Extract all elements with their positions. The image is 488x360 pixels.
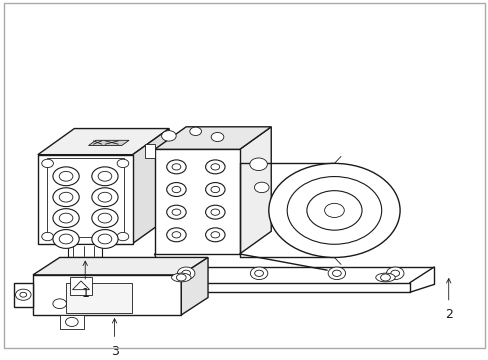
Circle shape: [386, 267, 403, 280]
Circle shape: [332, 270, 341, 276]
Ellipse shape: [171, 273, 191, 282]
Text: 1: 1: [81, 287, 89, 300]
Polygon shape: [181, 257, 207, 315]
Circle shape: [92, 230, 118, 248]
Circle shape: [16, 289, 31, 300]
Circle shape: [65, 318, 78, 327]
Circle shape: [210, 164, 219, 170]
Circle shape: [20, 292, 27, 297]
Circle shape: [92, 209, 118, 228]
Polygon shape: [154, 149, 239, 254]
Circle shape: [211, 132, 224, 141]
Circle shape: [92, 167, 118, 186]
Circle shape: [327, 267, 345, 280]
Polygon shape: [132, 129, 169, 243]
Circle shape: [117, 159, 128, 167]
Circle shape: [205, 205, 224, 219]
Circle shape: [210, 209, 219, 215]
Polygon shape: [38, 155, 132, 243]
Text: 3: 3: [110, 345, 118, 357]
Circle shape: [117, 232, 128, 241]
Circle shape: [249, 158, 267, 171]
Polygon shape: [38, 129, 169, 155]
Circle shape: [172, 164, 181, 170]
Circle shape: [166, 183, 186, 197]
Circle shape: [41, 159, 53, 167]
Circle shape: [98, 213, 112, 223]
Polygon shape: [33, 275, 181, 315]
Circle shape: [205, 228, 224, 242]
Circle shape: [205, 160, 224, 174]
Circle shape: [166, 228, 186, 242]
Circle shape: [59, 234, 73, 244]
Circle shape: [161, 131, 176, 141]
Circle shape: [172, 209, 181, 215]
Polygon shape: [72, 281, 89, 290]
Circle shape: [250, 267, 267, 280]
Circle shape: [53, 209, 79, 228]
Circle shape: [98, 171, 112, 181]
Polygon shape: [239, 127, 271, 254]
Circle shape: [177, 267, 195, 280]
Circle shape: [98, 192, 112, 202]
Circle shape: [98, 234, 112, 244]
Polygon shape: [65, 283, 132, 313]
Polygon shape: [144, 144, 154, 158]
Circle shape: [380, 274, 389, 281]
Circle shape: [53, 188, 79, 207]
Circle shape: [92, 188, 118, 207]
Circle shape: [172, 186, 181, 193]
Circle shape: [59, 192, 73, 202]
Circle shape: [189, 127, 201, 135]
Circle shape: [59, 213, 73, 223]
Text: 2: 2: [444, 308, 452, 321]
Circle shape: [306, 191, 361, 230]
Polygon shape: [33, 257, 207, 275]
Circle shape: [53, 299, 66, 309]
Polygon shape: [68, 244, 102, 257]
Polygon shape: [46, 158, 123, 237]
Circle shape: [41, 232, 53, 241]
Circle shape: [172, 232, 181, 238]
Circle shape: [182, 270, 190, 276]
Polygon shape: [88, 140, 129, 145]
Polygon shape: [70, 278, 92, 295]
Circle shape: [268, 163, 399, 257]
Polygon shape: [14, 283, 33, 307]
Circle shape: [166, 205, 186, 219]
Circle shape: [59, 171, 73, 181]
Circle shape: [390, 270, 399, 276]
Polygon shape: [60, 315, 84, 329]
Circle shape: [166, 160, 186, 174]
Circle shape: [286, 176, 381, 244]
Ellipse shape: [375, 273, 394, 282]
Circle shape: [324, 203, 344, 217]
Polygon shape: [154, 127, 271, 149]
Circle shape: [53, 167, 79, 186]
Circle shape: [205, 183, 224, 197]
Circle shape: [210, 232, 219, 238]
Circle shape: [53, 230, 79, 248]
Circle shape: [210, 186, 219, 193]
Circle shape: [254, 182, 268, 193]
Circle shape: [176, 274, 186, 281]
Circle shape: [254, 270, 263, 276]
